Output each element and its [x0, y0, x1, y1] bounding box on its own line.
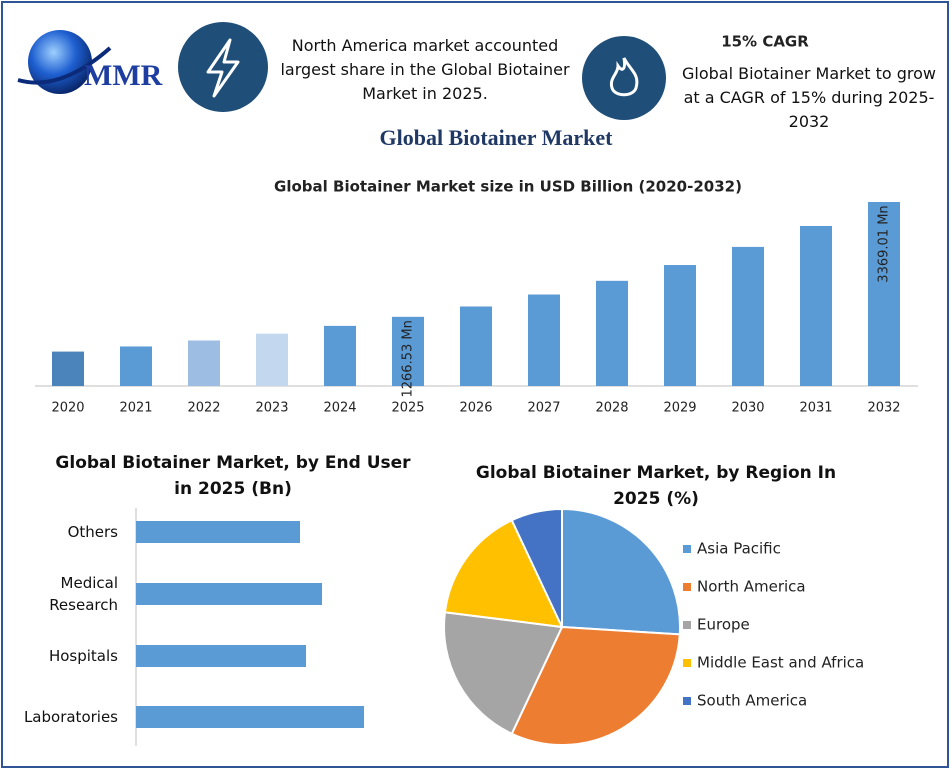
legend-swatch — [683, 621, 691, 629]
info-right: Global Biotainer Market to grow at a CAG… — [682, 64, 936, 131]
icon-flame-bg — [582, 36, 666, 120]
pie-slice — [443, 518, 564, 629]
legend-label: Middle East and Africa — [697, 654, 864, 672]
bar — [256, 333, 288, 386]
pie-slice — [561, 507, 681, 636]
logo-text: MMR — [84, 59, 163, 92]
x-tick-label: 2032 — [867, 401, 900, 416]
icon-bolt-bg — [178, 22, 268, 112]
x-tick-label: 2030 — [731, 401, 764, 416]
bar — [392, 316, 424, 386]
x-tick-label: 2029 — [663, 401, 696, 416]
legend-swatch — [683, 545, 691, 553]
x-tick-label: 2024 — [323, 401, 356, 416]
x-tick-label: 2031 — [799, 401, 832, 416]
legend-swatch — [683, 697, 691, 705]
legend-swatch — [683, 583, 691, 591]
bar — [596, 280, 628, 386]
x-tick-label: 2020 — [51, 401, 84, 416]
x-tick-label: 2028 — [595, 401, 628, 416]
pie-slice — [510, 625, 681, 746]
y-tick-label: Hospitals — [48, 647, 118, 665]
legend-label: North America — [697, 578, 806, 596]
pie-slice — [510, 507, 563, 628]
info-left: North America market accounted largest s… — [280, 36, 570, 103]
bar — [460, 306, 492, 386]
legend-label: Europe — [697, 616, 750, 634]
x-tick-label: 2025 — [391, 401, 424, 416]
bar — [136, 706, 364, 728]
value-label: 3369.01 Mn — [877, 205, 892, 282]
chart-title: Global Biotainer Market size in USD Bill… — [274, 178, 742, 196]
x-tick-label: 2026 — [459, 401, 492, 416]
y-tick-label: Others — [67, 523, 118, 541]
bar — [136, 521, 300, 543]
icon-bolt — [206, 38, 240, 98]
bar — [324, 325, 356, 386]
bar — [868, 202, 900, 386]
legend-swatch — [683, 659, 691, 667]
logo-globe — [28, 30, 92, 94]
bar — [528, 294, 560, 386]
legend-label: Asia Pacific — [697, 540, 781, 558]
x-tick-label: 2023 — [255, 401, 288, 416]
cagr-title: 15% CAGR — [721, 33, 809, 51]
x-tick-label: 2021 — [119, 401, 152, 416]
main-title: Global Biotainer Market — [379, 125, 613, 150]
icon-flame — [609, 57, 639, 97]
bar — [732, 246, 764, 386]
y-tick-label: Medical Research — [49, 574, 118, 614]
pie-slice — [443, 611, 564, 736]
x-tick-label: 2022 — [187, 401, 220, 416]
bar — [136, 583, 322, 605]
chart-title: Global Biotainer Market, by Region In 20… — [475, 463, 837, 509]
bar — [664, 265, 696, 386]
chart-title: Global Biotainer Market, by End User in … — [55, 453, 411, 499]
value-label: 1266.53 Mn — [401, 320, 416, 397]
bar — [188, 340, 220, 386]
legend-label: South America — [697, 692, 807, 710]
bar — [52, 351, 84, 386]
bar — [136, 645, 306, 667]
x-tick-label: 2027 — [527, 401, 560, 416]
bar — [800, 225, 832, 386]
logo-swoosh — [17, 46, 112, 85]
y-tick-label: Laboratories — [23, 708, 118, 726]
bar — [120, 346, 152, 386]
